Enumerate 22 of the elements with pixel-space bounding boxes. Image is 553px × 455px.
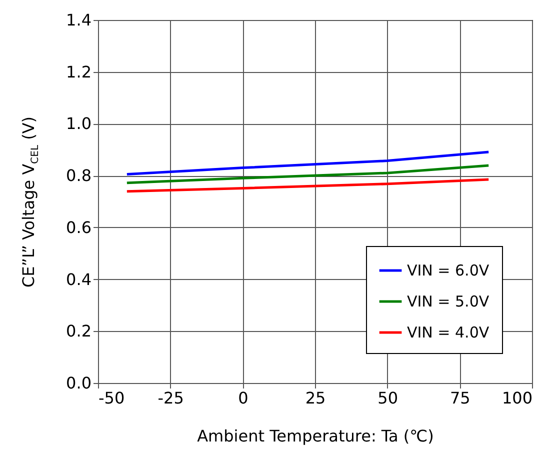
y-tick-label: 0.0 — [66, 374, 92, 392]
x-tick-label: 100 — [502, 388, 532, 408]
legend-label: VIN = 5.0V — [407, 292, 490, 310]
y-tick-label: 0.4 — [66, 270, 92, 289]
x-tick-label: 75 — [450, 388, 470, 408]
y-tick-label: 1.4 — [66, 10, 92, 30]
line-series — [126, 178, 490, 193]
y-tick-label: 0.8 — [66, 166, 92, 186]
line-series — [126, 164, 490, 184]
x-tick-label: 0 — [238, 388, 248, 408]
y-tick-label: 0.2 — [66, 322, 92, 341]
x-tick-label: -50 — [98, 388, 125, 408]
y-tick-label: 0.6 — [66, 218, 92, 237]
x-tick-label: 50 — [378, 388, 398, 408]
legend-label: VIN = 4.0V — [407, 324, 490, 342]
x-tick-label: 25 — [305, 388, 326, 408]
x-axis-title: Ambient Temperature: Ta (℃) — [197, 426, 434, 446]
line-series — [126, 150, 490, 176]
legend-label: VIN = 6.0V — [407, 262, 490, 280]
x-tick-label: -25 — [158, 388, 184, 408]
y-tick-label: 1.0 — [66, 114, 92, 134]
y-tick-label: 1.2 — [66, 62, 92, 82]
